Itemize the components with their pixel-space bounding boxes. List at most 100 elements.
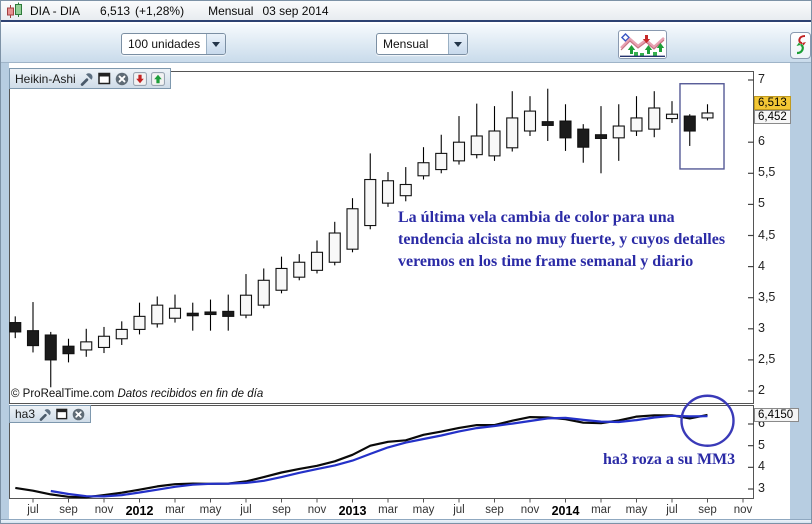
heikin-ashi-candle xyxy=(523,110,537,132)
heikin-ashi-candle xyxy=(204,311,217,316)
close-icon[interactable] xyxy=(115,72,129,86)
y-axis-tick-label: 5,5 xyxy=(758,165,776,180)
y-axis-tick-label: 2,5 xyxy=(758,351,776,366)
x-axis-tick-label: nov xyxy=(94,504,114,516)
x-axis-tick-label: nov xyxy=(520,504,540,516)
y-axis-tick-label: 5 xyxy=(758,437,765,452)
heikin-ashi-candle xyxy=(381,180,395,204)
ha3-annotation-text: ha3 roza a su MM3 xyxy=(603,451,736,468)
x-axis-tick-label: 2012 xyxy=(125,504,154,518)
x-axis-tick-label: sep xyxy=(698,504,717,516)
toggle-sidebar-button[interactable] xyxy=(790,32,811,59)
x-axis-tick-label: sep xyxy=(485,504,504,516)
heikin-ashi-candle xyxy=(222,310,235,317)
y-axis-tick-label: 7 xyxy=(758,72,765,86)
heikin-ashi-candle xyxy=(26,330,40,347)
toolbar: 100 unidades Mensual xyxy=(1,24,811,63)
timeframe-dropdown[interactable]: Mensual xyxy=(376,33,468,55)
wrench-icon[interactable] xyxy=(39,408,52,421)
heikin-ashi-candle xyxy=(470,135,483,156)
y-axis-tick-label: 3 xyxy=(758,320,765,335)
green-up-arrow-icon[interactable] xyxy=(150,71,165,86)
last-price-label: 6,513 xyxy=(100,3,131,18)
window-right-frame xyxy=(790,63,811,523)
heikin-ashi-candle xyxy=(683,115,696,132)
y-axis-tick-label: 3,5 xyxy=(758,289,776,304)
heikin-ashi-candle xyxy=(701,112,714,119)
x-axis-tick-label: jul xyxy=(27,504,39,516)
y-axis-tick-label: 4 xyxy=(758,258,765,273)
horizontal-scrollbar[interactable] xyxy=(1,519,811,523)
date-label: 03 sep 2014 xyxy=(262,3,329,18)
x-axis-tick-label: may xyxy=(199,504,222,516)
x-axis-tick-label: jul xyxy=(666,504,678,516)
ha3-line-MM3 xyxy=(50,414,708,498)
x-axis-tick-label: jul xyxy=(453,504,465,516)
indicator-name: ha3 xyxy=(15,407,36,421)
heikin-ashi-candle xyxy=(168,307,182,319)
indicator-name: Heikin-Ashi xyxy=(15,71,76,86)
heikin-ashi-candle xyxy=(239,294,253,316)
detach-window-icon[interactable] xyxy=(97,72,111,85)
window-left-frame xyxy=(1,63,9,523)
x-axis-tick-label: jul xyxy=(240,504,252,516)
y-axis-tick-label: 6 xyxy=(758,134,765,149)
detach-window-icon[interactable] xyxy=(56,408,68,420)
x-axis-tick-label: mar xyxy=(165,504,185,516)
highlight-box xyxy=(679,83,725,170)
heikin-ashi-candle xyxy=(417,162,430,177)
last-price-tag: 6,513 xyxy=(754,96,791,110)
chevron-down-icon[interactable] xyxy=(206,34,225,54)
heikin-ashi-candle xyxy=(541,121,554,126)
x-axis-tick-label: nov xyxy=(307,504,327,516)
heikin-ashi-candle xyxy=(399,183,412,197)
heikin-ashi-candle xyxy=(257,279,270,306)
timeframe-dropdown-value: Mensual xyxy=(383,37,429,51)
x-axis-tick-label: sep xyxy=(272,504,291,516)
x-axis-tick-label: mar xyxy=(591,504,611,516)
x-axis-tick-label: 2014 xyxy=(551,504,580,518)
chart-signals-icon xyxy=(620,32,665,57)
y-axis-tick-label: 2 xyxy=(758,383,765,397)
collapse-panel-icon xyxy=(796,35,806,55)
wrench-icon[interactable] xyxy=(80,72,94,86)
chevron-down-icon[interactable] xyxy=(448,34,467,54)
ha3-value-tag: 6,4150 xyxy=(754,408,799,422)
heikin-ashi-candle xyxy=(62,345,75,355)
backtest-signals-button[interactable] xyxy=(618,30,667,59)
x-axis-tick-label: sep xyxy=(59,504,78,516)
candlestick-pair-icon xyxy=(7,2,22,18)
main-indicator-bar: Heikin-Ashi xyxy=(9,68,171,89)
units-dropdown-value: 100 unidades xyxy=(128,37,201,51)
heikin-ashi-candle xyxy=(275,267,288,291)
heikin-ashi-candle xyxy=(346,208,359,250)
timeframe-label: Mensual xyxy=(208,3,254,18)
heikin-ashi-candle xyxy=(310,251,324,271)
chart-annotation-text: La última vela cambia de color para una … xyxy=(398,209,726,270)
x-axis-tick-label: may xyxy=(412,504,435,516)
heikin-ashi-candle xyxy=(80,341,93,351)
heikin-ashi-candle xyxy=(328,232,341,263)
heikin-ashi-candle xyxy=(488,130,501,157)
secondary-price-tag: 6,452 xyxy=(754,110,791,124)
x-axis-tick-label: nov xyxy=(733,504,753,516)
heikin-ashi-candle xyxy=(115,328,128,340)
heikin-ashi-candle xyxy=(44,334,57,361)
heikin-ashi-candle xyxy=(151,304,164,325)
heikin-ashi-candle xyxy=(665,113,679,120)
y-axis-tick-label: 5 xyxy=(758,196,765,211)
ha3-indicator-bar: ha3 xyxy=(9,405,92,423)
price-change-label: (+1,28%) xyxy=(135,3,185,18)
heikin-ashi-candle xyxy=(648,107,661,130)
symbol-label: DIA - DIA xyxy=(30,3,81,18)
red-down-arrow-icon[interactable] xyxy=(132,71,147,86)
y-axis-tick-label: 3 xyxy=(758,481,765,495)
circle-annotation xyxy=(680,394,735,447)
title-bar: DIA - DIA 6,513 (+1,28%) Mensual 03 sep … xyxy=(1,1,811,22)
units-dropdown[interactable]: 100 unidades xyxy=(121,33,226,55)
heikin-ashi-candle xyxy=(577,128,590,148)
x-axis-tick-label: may xyxy=(625,504,648,516)
close-icon[interactable] xyxy=(72,408,85,421)
heikin-ashi-candle xyxy=(293,261,306,278)
